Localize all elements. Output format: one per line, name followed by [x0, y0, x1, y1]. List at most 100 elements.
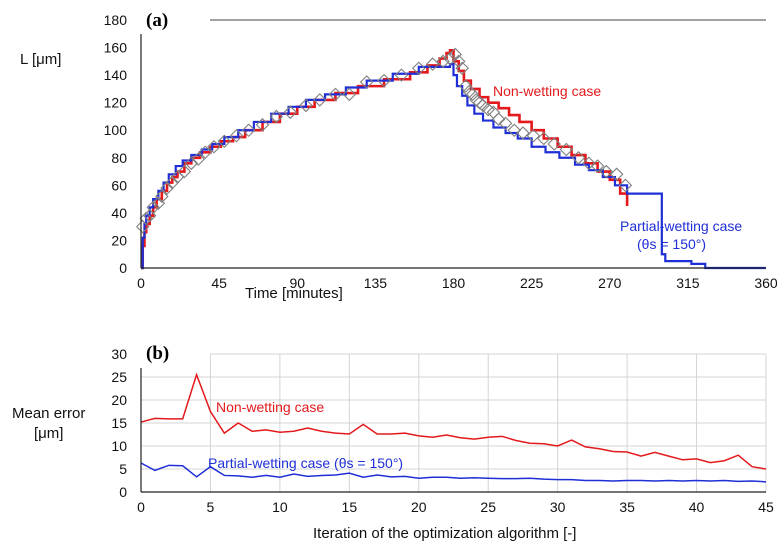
- observed-point: [394, 68, 409, 82]
- chart-a-xtick-label: 225: [520, 275, 544, 291]
- observed-point: [411, 61, 426, 76]
- chart-a-xtick-label: 0: [137, 275, 145, 291]
- panel-a-label-bg: [136, 6, 210, 34]
- chart-a-ytick-label: 180: [104, 12, 128, 28]
- observed-point: [599, 164, 614, 179]
- observed-point: [165, 175, 180, 190]
- observed-point: [342, 87, 357, 102]
- chart-a-xtick-label: 315: [676, 275, 700, 291]
- chart-a-xtick-label: 360: [754, 275, 778, 291]
- observed-point: [299, 98, 313, 113]
- chart-a-xtick-label: 135: [364, 275, 388, 291]
- chart-a-nonwetting-annotation: Non-wetting case: [493, 83, 601, 99]
- observed-point: [359, 75, 374, 89]
- chart-a-xtick-label: 45: [211, 275, 227, 291]
- observed-point: [198, 145, 213, 160]
- chart-b-xtick-label: 35: [619, 499, 635, 515]
- observed-point: [526, 128, 541, 143]
- chart-b-ytick-label: 15: [111, 415, 127, 431]
- observed-point: [135, 219, 150, 234]
- series-line-red: [140, 372, 767, 470]
- observed-point: [455, 61, 469, 76]
- chart-b-xtick-label: 40: [689, 499, 705, 515]
- observed-point: [451, 54, 466, 69]
- chart-b-xtick-label: 10: [272, 499, 288, 515]
- observed-point: [571, 150, 586, 165]
- observed-point: [618, 178, 633, 193]
- observed-point: [559, 142, 574, 157]
- chart-a-ytick-label: 40: [111, 205, 127, 221]
- chart-b-partial-annotation: Partial-wetting case (θs = 150°): [208, 455, 403, 471]
- observed-point: [448, 47, 463, 62]
- chart-a: 0 45 90 135 180 225 270 315 360 0 20 40 60 80 100 120 14…: [20, 6, 778, 302]
- observed-point: [536, 131, 551, 146]
- chart-b-series: [140, 372, 767, 483]
- panel-a-label: (a): [146, 10, 168, 31]
- observed-point: [142, 208, 157, 223]
- chart-b-ylabel-line2: [μm]: [34, 425, 63, 442]
- observed-point: [465, 87, 480, 102]
- series-line-blue: [140, 462, 767, 483]
- chart-b-ytick-label: 25: [111, 369, 127, 385]
- chart-b-ylabel-line1: Mean error: [12, 405, 85, 422]
- chart-a-ytick-label: 80: [111, 150, 127, 166]
- observed-point: [590, 159, 605, 173]
- chart-b-xtick-label: 0: [137, 499, 145, 515]
- observed-point: [283, 105, 298, 120]
- observed-point: [498, 116, 513, 131]
- panel-b-label-bg: [136, 340, 210, 368]
- chart-b-xtick-label: 30: [550, 499, 566, 515]
- observed-point: [582, 156, 596, 171]
- panel-b-label: (b): [146, 343, 169, 364]
- observed-point: [436, 54, 450, 69]
- observed-point: [443, 51, 457, 66]
- chart-a-ytick-label: 140: [104, 67, 128, 83]
- observed-point: [609, 167, 624, 182]
- chart-b-ytick-label: 10: [111, 438, 127, 454]
- observed-point: [507, 123, 522, 138]
- chart-a-ytick-label: 20: [111, 232, 127, 248]
- observed-point: [229, 128, 244, 143]
- chart-b-frame: [140, 354, 766, 493]
- chart-b-nonwetting-annotation: Non-wetting case: [216, 399, 324, 415]
- chart-a-ytick-label: 120: [104, 95, 128, 111]
- observed-point: [476, 98, 490, 113]
- chart-b-ytick-label: 20: [111, 392, 127, 408]
- observed-point: [184, 156, 199, 171]
- observed-point: [328, 87, 343, 102]
- observed-point: [139, 211, 153, 226]
- chart-b-xtick-label: 45: [758, 499, 774, 515]
- chart-b-xtick-label: 20: [411, 499, 427, 515]
- chart-b-ticks: 0 5 10 15 20 25 30 35 40 45 0 5 10 15 20 25 30: [111, 346, 774, 515]
- chart-a-ytick-label: 160: [104, 40, 128, 56]
- chart-a-ytick-label: 100: [104, 122, 128, 138]
- chart-a-ytick-label: 60: [111, 177, 127, 193]
- chart-b-ytick-label: 5: [119, 461, 127, 477]
- observed-point: [458, 79, 473, 93]
- observed-point: [269, 109, 284, 124]
- observed-point: [516, 126, 530, 140]
- observed-point: [146, 200, 160, 215]
- chart-a-ylabel: L [μm]: [20, 51, 61, 68]
- observed-point: [217, 134, 232, 149]
- observed-point: [160, 181, 174, 195]
- chart-a-ticks: 0 45 90 135 180 225 270 315 360 0 20 40 60 80 100 120 14…: [104, 12, 778, 291]
- chart-a-xlabel: Time [minutes]: [245, 285, 343, 302]
- observed-point: [155, 189, 169, 204]
- chart-a-frame: [140, 19, 766, 269]
- chart-b-ytick-label: 30: [111, 346, 127, 362]
- chart-a-xtick-label: 90: [289, 275, 305, 291]
- chart-b-xtick-label: 5: [207, 499, 215, 515]
- chart-b-xtick-label: 15: [342, 499, 358, 515]
- chart-a-xtick-label: 270: [598, 275, 622, 291]
- chart-a-series: [135, 47, 766, 270]
- chart-b-xlabel: Iteration of the optimization algorithm …: [313, 525, 576, 542]
- observed-point: [377, 73, 391, 88]
- observed-point: [491, 112, 506, 126]
- chart-a-partial-annotation-line1: Partial-wetting case: [620, 218, 742, 234]
- chart-b: 0 5 10 15 20 25 30 35 40 45 0 5 10 15 20 25 30 (b) Mean …: [12, 340, 774, 542]
- chart-b-xtick-label: 25: [480, 499, 496, 515]
- chart-b-ytick-label: 0: [119, 484, 127, 500]
- chart-a-ytick-label: 0: [119, 260, 127, 276]
